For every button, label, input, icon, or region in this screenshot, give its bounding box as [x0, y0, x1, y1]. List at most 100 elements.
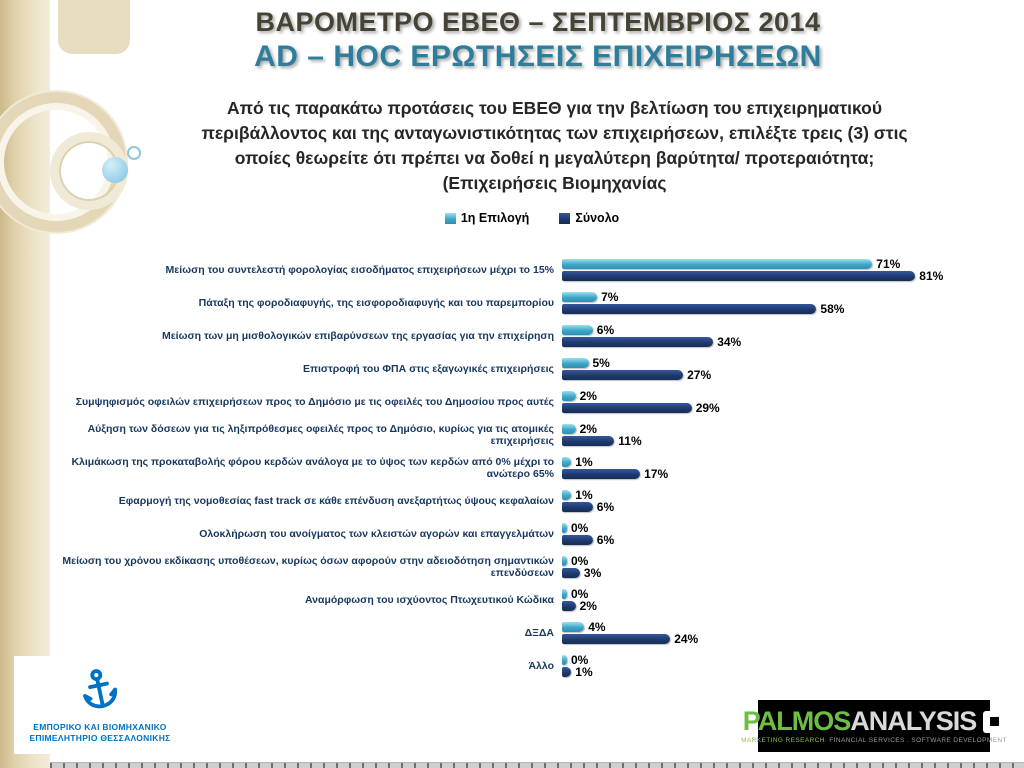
bar-first-choice — [562, 522, 567, 533]
chart-row: Εφαρμογή της νομοθεσίας fast track σε κά… — [62, 484, 1012, 517]
value-label: 17% — [644, 466, 669, 481]
chart-row: Συμψηφισμός οφειλών επιχειρήσεων προς το… — [62, 385, 1012, 418]
value-label: 6% — [596, 322, 615, 337]
category-label: Συμψηφισμός οφειλών επιχειρήσεων προς το… — [75, 395, 554, 408]
category-label: Άλλο — [528, 659, 554, 672]
question-line: περιβάλλοντος και της ανταγωνιστικότητας… — [201, 123, 908, 143]
small-circle-decoration — [127, 146, 141, 160]
filmstrip-edge — [50, 762, 1024, 768]
question-line: (Επιχειρήσεις Βιομηχανίας — [442, 173, 667, 193]
bar-total — [562, 600, 576, 611]
chart-row: Ολοκλήρωση του ανοίγματος των κλειστών α… — [62, 517, 1012, 550]
value-label: 0% — [571, 586, 589, 601]
chart-row: Επιστροφή του ΦΠΑ στις εξαγωγικές επιχει… — [62, 352, 1012, 385]
palmos-analysis-logo: PALMOS ANALYSIS MARKETING RESEARCH. FINAN… — [741, 700, 1007, 752]
chart-row: Κλιμάκωση της προκαταβολής φόρου κερδών … — [62, 451, 1012, 484]
ebeth-logo: ΕΜΠΟΡΙΚΟ ΚΑΙ ΒΙΟΜΗΧΑΝΙΚΟ ΕΠΙΜΕΛΗΤΗΡΙΟ ΘΕ… — [14, 656, 186, 754]
value-label: 81% — [919, 268, 944, 283]
value-label: 2% — [579, 598, 597, 613]
bar-total — [562, 633, 671, 644]
ebeth-name-line1: ΕΜΠΟΡΙΚΟ ΚΑΙ ΒΙΟΜΗΧΑΝΙΚΟ — [33, 721, 167, 732]
value-label: 34% — [717, 334, 742, 349]
value-label: 0% — [571, 652, 589, 667]
value-label: 24% — [674, 631, 699, 646]
value-label: 58% — [820, 301, 845, 316]
category-label: Μείωση των μη μισθολογικών επιβαρύνσεων … — [161, 329, 554, 342]
value-label: 4% — [588, 619, 606, 634]
bar-first-choice — [562, 555, 567, 566]
bar-first-choice — [562, 258, 873, 269]
category-label: Πάταξη της φοροδιαφυγής, της εισφοροδιαφ… — [198, 296, 554, 309]
legend-label-total: Σύνολο — [575, 211, 620, 225]
chart-row: Αύξηση των δόσεων για τις ληξιπρόθεσμες … — [62, 418, 1012, 451]
slide-title-line2: AD – HOC ΕΡΩΤΗΣΕΙΣ ΕΠΙΧΕΙΡΗΣΕΩΝ — [254, 40, 822, 73]
bar-first-choice — [562, 357, 589, 368]
value-label: 1% — [575, 454, 593, 469]
value-label: 0% — [571, 553, 589, 568]
value-label: 27% — [687, 367, 712, 382]
value-label: 6% — [596, 499, 615, 514]
bar-total — [562, 468, 641, 479]
category-label: Κλιμάκωση της προκαταβολής φόρου κερδών … — [71, 455, 554, 480]
bar-first-choice — [562, 588, 567, 599]
bar-total — [562, 336, 714, 347]
bar-first-choice — [562, 324, 593, 335]
bar-total — [562, 303, 817, 314]
bar-first-choice — [562, 489, 572, 500]
question-line: οποίες θεωρείτε ότι πρέπει να δοθεί η με… — [234, 148, 875, 168]
value-label: 0% — [571, 520, 589, 535]
value-label: 71% — [876, 256, 901, 271]
category-label: Μείωση του χρόνου εκδίκασης υποθέσεων, κ… — [62, 554, 554, 579]
value-label: 5% — [592, 355, 610, 370]
bar-total — [562, 435, 615, 446]
chart-row: Μείωση του συντελεστή φορολογίας εισοδήμ… — [62, 253, 1012, 286]
value-label: 1% — [575, 487, 593, 502]
legend-item-first-choice: 1η Επιλογή — [444, 211, 530, 225]
chart-row: Πάταξη της φοροδιαφυγής, της εισφοροδιαφ… — [62, 286, 1012, 319]
chart-row: ΔΞΔΑ 4% 24% — [62, 616, 1012, 649]
value-label: 7% — [601, 289, 619, 304]
chart-row: Άλλο 0% 1% — [62, 649, 1012, 682]
category-label: Μείωση του συντελεστή φορολογίας εισοδήμ… — [165, 263, 554, 276]
question-line: Από τις παρακάτω προτάσεις του ΕΒΕΘ για … — [226, 98, 883, 118]
bar-total — [562, 369, 684, 380]
bar-total — [562, 501, 593, 512]
blue-dot-decoration — [102, 157, 128, 183]
chart-legend: 1η Επιλογή Σύνολο — [60, 211, 1004, 225]
anchor-icon — [72, 662, 128, 721]
palmos-tagline: MARKETING RESEARCH. FINANCIAL SERVICES .… — [741, 737, 1007, 744]
bar-first-choice — [562, 423, 576, 434]
slide-title-line1: ΒΑΡΟΜΕΤΡΟ ΕΒΕΘ – ΣΕΠΤΕΜΒΡΙΟΣ 2014 — [255, 7, 821, 37]
value-label: 1% — [575, 664, 593, 679]
bar-first-choice — [562, 291, 598, 302]
palmos-logo-text-green: PALMOS — [742, 706, 851, 736]
palmos-logo-text-gray: ANALYSIS — [850, 706, 977, 736]
bar-total — [562, 270, 916, 281]
chart-row: Μείωση του χρόνου εκδίκασης υποθέσεων, κ… — [62, 550, 1012, 583]
bar-first-choice — [562, 621, 585, 632]
bar-total — [562, 534, 593, 545]
legend-label-first-choice: 1η Επιλογή — [460, 211, 530, 225]
legend-swatch-first-choice — [444, 212, 456, 224]
category-label: ΔΞΔΑ — [524, 626, 554, 639]
chart-rows: Μείωση του συντελεστή φορολογίας εισοδήμ… — [62, 253, 1012, 682]
palmos-square-icon — [983, 710, 1006, 733]
value-label: 29% — [695, 400, 720, 415]
ebeth-name-line2: ΕΠΙΜΕΛΗΤΗΡΙΟ ΘΕΣΣΑΛΟΝΙΚΗΣ — [29, 732, 171, 743]
category-label: Αύξηση των δόσεων για τις ληξιπρόθεσμες … — [87, 422, 554, 447]
category-label: Εφαρμογή της νομοθεσίας fast track σε κά… — [118, 494, 554, 507]
value-label: 11% — [618, 433, 642, 448]
value-label: 2% — [579, 388, 597, 403]
bar-first-choice — [562, 390, 576, 401]
legend-swatch-total — [559, 212, 571, 224]
bar-total — [562, 402, 692, 413]
value-label: 2% — [579, 421, 597, 436]
category-label: Επιστροφή του ΦΠΑ στις εξαγωγικές επιχει… — [302, 362, 554, 375]
bar-first-choice — [562, 456, 572, 467]
bar-total — [562, 567, 580, 578]
legend-item-total: Σύνολο — [559, 211, 619, 225]
bar-first-choice — [562, 654, 567, 665]
corner-decoration — [58, 0, 130, 54]
category-label: Ολοκλήρωση του ανοίγματος των κλειστών α… — [199, 527, 554, 540]
